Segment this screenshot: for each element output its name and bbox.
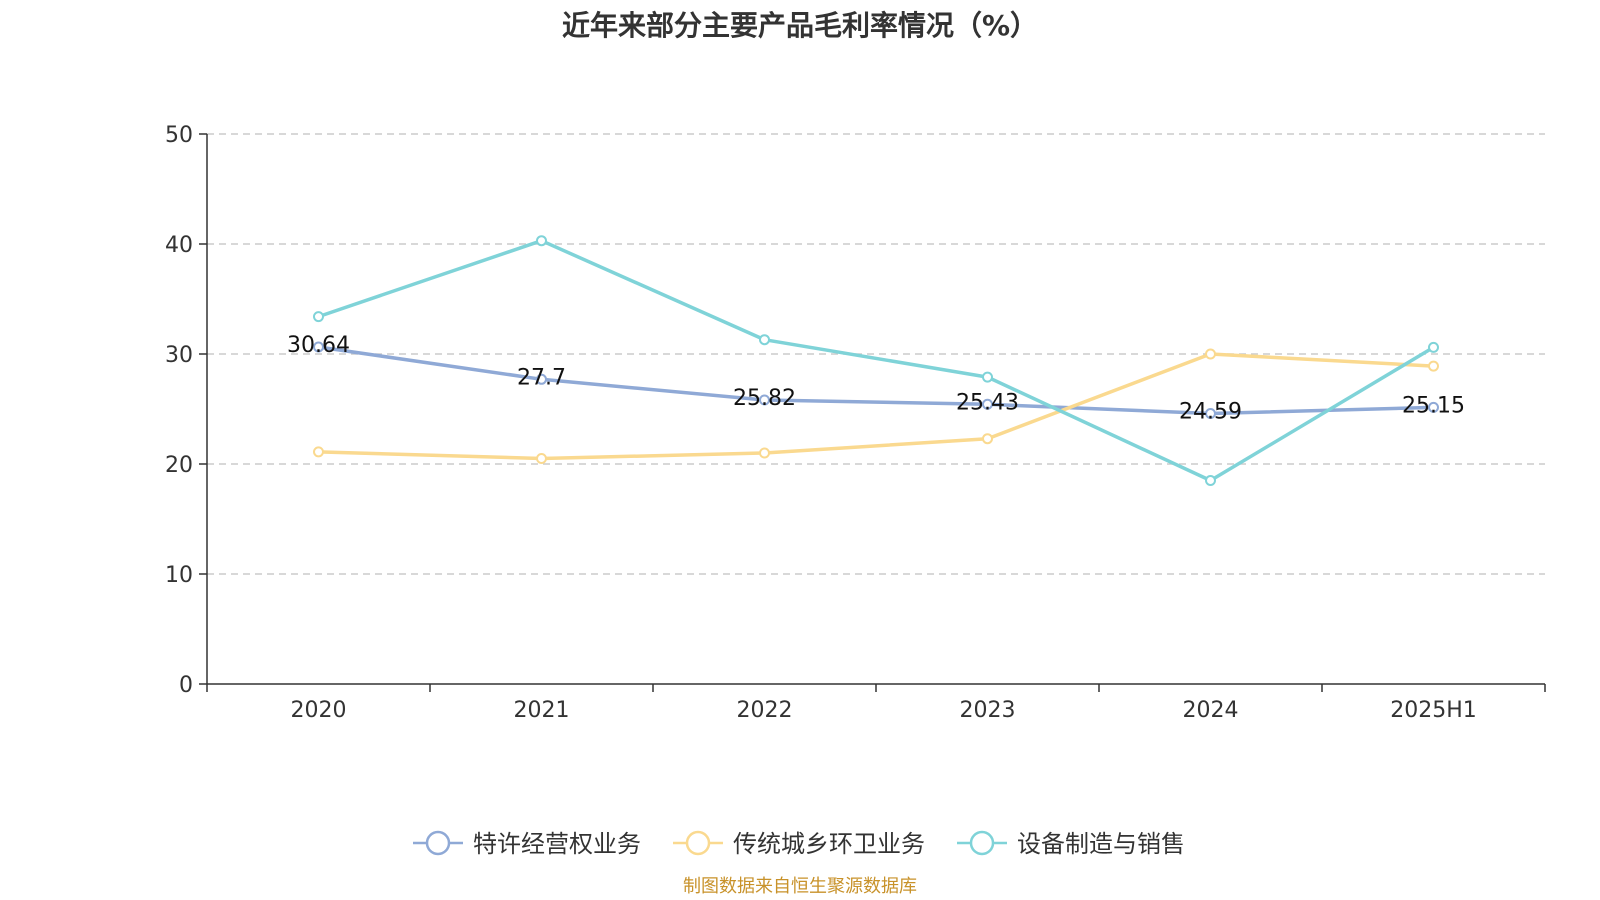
data-point[interactable]	[759, 394, 770, 406]
data-point[interactable]	[1428, 360, 1439, 372]
data-label: 24.59	[1179, 400, 1242, 425]
data-point[interactable]	[313, 446, 324, 458]
legend-label: 设备制造与销售	[1017, 830, 1185, 858]
data-label: 25.43	[956, 390, 1019, 415]
data-label: 25.15	[1402, 393, 1465, 418]
data-point[interactable]	[759, 334, 770, 346]
x-tick-label: 2020	[291, 698, 347, 723]
data-point[interactable]	[982, 398, 993, 410]
series-layer	[313, 235, 1439, 486]
legend-item-1[interactable]: 特许经营权业务	[413, 830, 641, 858]
x-tick-label: 2024	[1183, 698, 1239, 723]
x-tick-label: 2023	[960, 698, 1016, 723]
data-point[interactable]	[1205, 348, 1216, 360]
data-point[interactable]	[536, 235, 547, 247]
data-point[interactable]	[982, 433, 993, 445]
data-point[interactable]	[313, 341, 324, 353]
legend-marker-icon	[685, 830, 711, 856]
series-line	[316, 352, 1436, 461]
data-point[interactable]	[313, 311, 324, 323]
y-tick-label: 20	[165, 453, 193, 478]
data-point[interactable]	[759, 447, 770, 459]
legend-marker-icon	[969, 830, 995, 856]
legend-item-2[interactable]: 传统城乡环卫业务	[673, 830, 925, 858]
source-note: 制图数据来自恒生聚源数据库	[683, 876, 917, 897]
data-label-layer: 30.64 27.7 25.82 25.43 24.59 25.15	[287, 333, 1465, 425]
series-2	[313, 348, 1439, 464]
y-tick-label: 10	[165, 563, 193, 588]
data-label: 25.82	[733, 386, 796, 411]
x-tick-label: 2025H1	[1390, 698, 1477, 723]
y-tick-label: 50	[165, 123, 193, 148]
legend-label: 特许经营权业务	[473, 830, 641, 858]
y-tick-label: 30	[165, 343, 193, 368]
data-point[interactable]	[1205, 408, 1216, 420]
data-label: 27.7	[517, 365, 566, 390]
data-label: 30.64	[287, 333, 350, 358]
grid-layer	[207, 133, 1545, 575]
x-tick-label: 2022	[737, 698, 793, 723]
legend-item-3[interactable]: 设备制造与销售	[957, 830, 1185, 858]
x-tick-label: 2021	[514, 698, 570, 723]
legend-marker-icon	[425, 830, 451, 856]
data-point[interactable]	[536, 373, 547, 385]
data-point[interactable]	[982, 371, 993, 383]
data-point[interactable]	[1205, 475, 1216, 486]
axis-layer: 0 10 20 30 40 50 2020 2021 2022 2023 2024 2025H1	[165, 123, 1546, 723]
chart-title: 近年来部分主要产品毛利率情况（%）	[561, 9, 1039, 42]
y-tick-label: 40	[165, 233, 193, 258]
series-line	[316, 238, 1436, 483]
series-1	[313, 341, 1439, 420]
data-point[interactable]	[536, 453, 547, 464]
legend-label: 传统城乡环卫业务	[733, 830, 925, 858]
y-tick-label: 0	[179, 673, 193, 698]
series-3	[313, 235, 1439, 486]
data-point[interactable]	[1428, 341, 1439, 353]
data-point[interactable]	[1428, 401, 1439, 413]
series-line	[316, 345, 1436, 416]
legend[interactable]: 特许经营权业务 传统城乡环卫业务 设备制造与销售	[413, 830, 1185, 858]
